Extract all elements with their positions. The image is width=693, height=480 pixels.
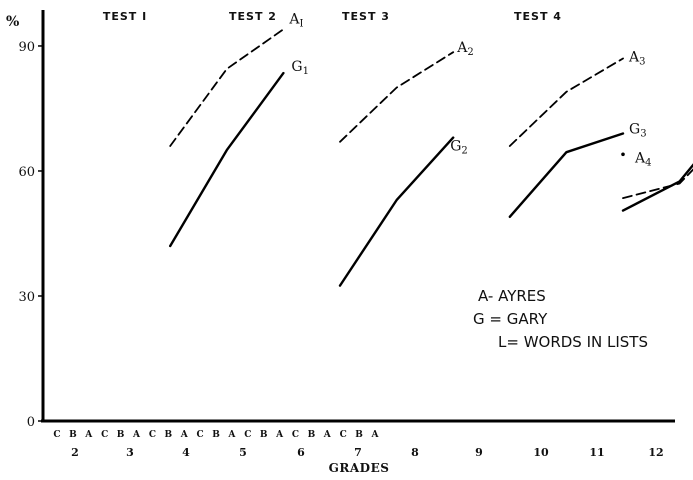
legend-entry: G = GARY: [473, 310, 548, 328]
x-sub-label: A: [275, 430, 284, 440]
x-grade-label: 6: [297, 446, 305, 459]
x-sub-label: C: [244, 430, 251, 440]
x-grade-label: 7: [354, 446, 362, 459]
series-lines: [169, 28, 693, 287]
x-sub-label: B: [260, 430, 268, 440]
x-sub-label: C: [197, 430, 204, 440]
x-sub-label: C: [149, 430, 156, 440]
x-sub-label: B: [69, 430, 77, 440]
x-grade-label: 8: [411, 446, 419, 459]
series-g1-line: [169, 71, 285, 248]
x-sub-label: A: [227, 430, 236, 440]
y-tick-label: 0: [27, 415, 35, 430]
axes: [41, 10, 675, 423]
x-grade-label: 9: [475, 446, 483, 459]
test-header: TEST I: [103, 10, 147, 23]
series-labels: AIG1A2G2A3G3A4G4L4: [288, 11, 652, 168]
series-label-a4: A4: [634, 150, 652, 168]
x-sub-label: A: [180, 430, 189, 440]
series-label-a3: A3: [628, 49, 646, 67]
series-l4-line: [622, 168, 693, 199]
y-tick-label: 60: [18, 165, 35, 180]
series-g3-line: [508, 132, 625, 218]
series-a2-line: [339, 51, 455, 143]
series-g2-line: [338, 136, 455, 287]
x-grade-label: 4: [182, 446, 190, 459]
y-ticks: % 0 30 60 90: [6, 14, 43, 430]
legend-entry: L= WORDS IN LISTS: [498, 333, 648, 351]
x-grade-label: 5: [239, 446, 247, 459]
x-sub-label: C: [101, 430, 108, 440]
series-label-g1: G1: [291, 59, 309, 77]
test-headers: TEST I TEST 2 TEST 3 TEST 4: [103, 10, 562, 23]
x-grade-label: 12: [648, 446, 663, 459]
x-sub-label: A: [371, 430, 380, 440]
x-sub-label: B: [212, 430, 220, 440]
x-labels: C B A C B A C B A C B A C B A C B A C B A2 3 4 5 6 7 8 9 10 11 12GRADE…: [53, 430, 663, 475]
series-label-g2: G2: [450, 139, 468, 157]
test-header: TEST 2: [229, 10, 277, 23]
x-sub-label: B: [355, 430, 363, 440]
series-label-a1: AI: [288, 11, 303, 29]
x-grade-label: 3: [126, 446, 134, 459]
x-grade-label: 11: [589, 446, 604, 459]
y-tick-label: 90: [18, 40, 35, 55]
x-sub-label: C: [292, 430, 299, 440]
x-sub-label: C: [53, 430, 60, 440]
series-label-a2: A2: [456, 40, 474, 58]
legend-entry: A- AYRES: [478, 287, 546, 305]
x-sub-label: A: [132, 430, 141, 440]
y-unit-label: %: [6, 14, 19, 30]
x-sub-label: B: [117, 430, 125, 440]
series-a1-line: [169, 28, 285, 147]
x-sub-label: B: [164, 430, 172, 440]
legend: A- AYRES G = GARY L= WORDS IN LISTS: [473, 287, 648, 351]
x-grade-label: 2: [71, 446, 79, 459]
y-tick-label: 30: [18, 290, 35, 305]
test-header: TEST 3: [342, 10, 390, 23]
series-a4-point: [621, 152, 625, 157]
x-grade-label: 10: [533, 446, 549, 459]
series-g4-line: [621, 163, 693, 212]
x-sub-label: A: [84, 430, 93, 440]
x-sub-label: C: [340, 430, 347, 440]
test-header: TEST 4: [514, 10, 562, 23]
x-axis-title: GRADES: [329, 461, 390, 475]
series-label-g3: G3: [629, 121, 647, 139]
x-sub-label: B: [308, 430, 316, 440]
series-a3-line: [508, 57, 624, 147]
x-sub-label: A: [323, 430, 332, 440]
